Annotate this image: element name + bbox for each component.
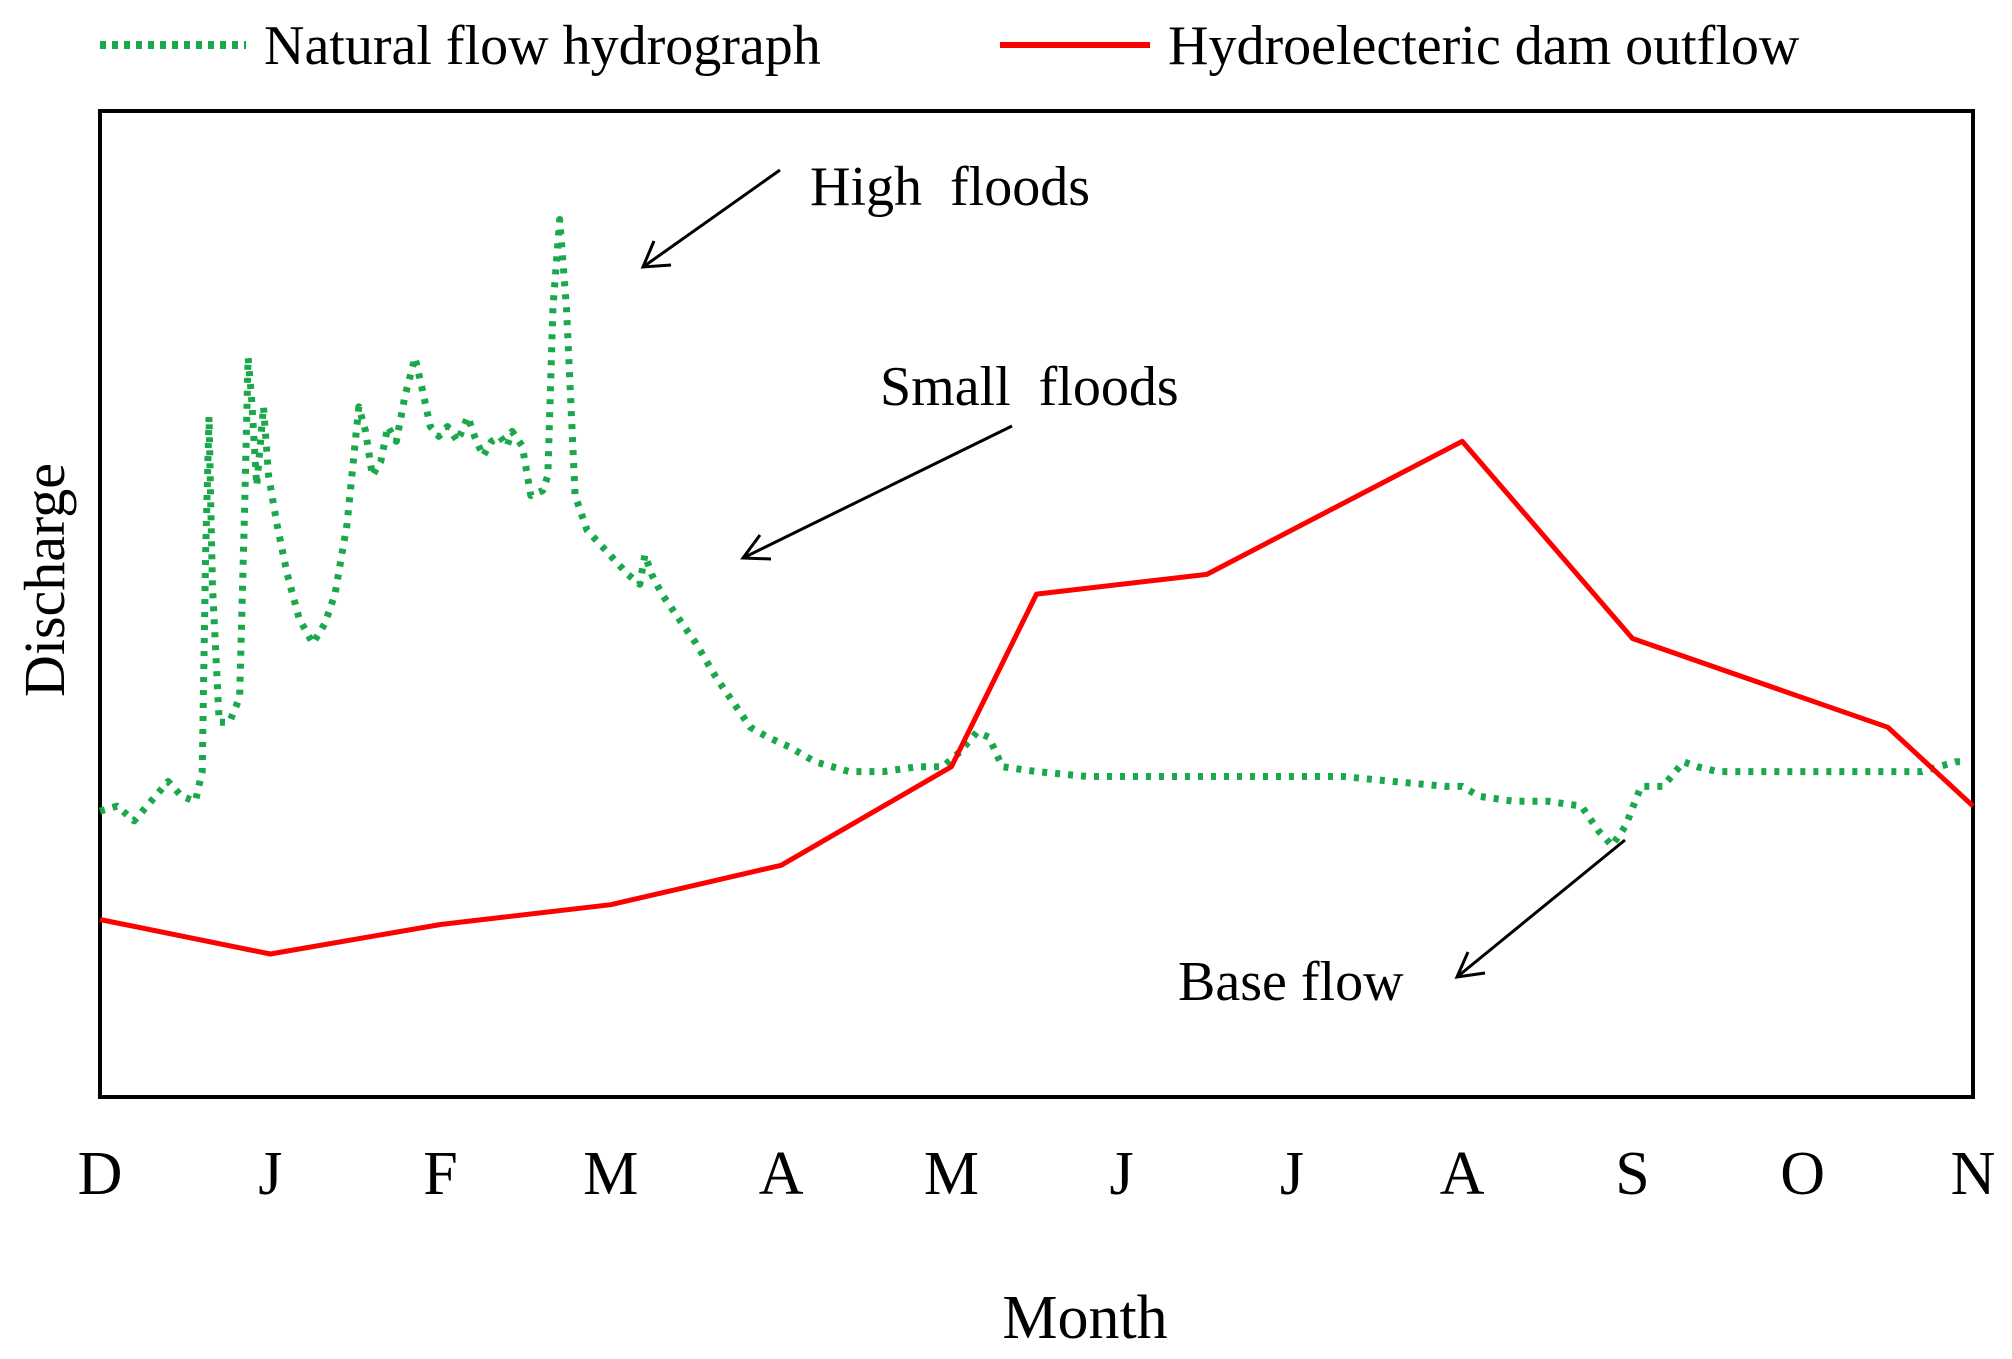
annotations: High floods Small floods Base flow [640, 156, 1626, 1013]
x-tick-label: J [1280, 1140, 1304, 1208]
annotation-small-floods-arrow [742, 424, 1013, 560]
x-tick-label: M [924, 1140, 979, 1208]
x-tick-label: A [759, 1140, 804, 1208]
legend-natural-flow-label: Natural flow hydrograph [264, 15, 821, 77]
x-tick-label: O [1780, 1140, 1825, 1208]
legend-dam-outflow-label: Hydroelecteric dam outflow [1168, 15, 1800, 77]
x-tick-label: F [423, 1140, 457, 1208]
plot-frame [98, 109, 1975, 1099]
x-tick-label: J [258, 1140, 282, 1208]
dam-outflow-line [99, 438, 1975, 957]
x-tick-label: M [583, 1140, 638, 1208]
x-tick-label: D [78, 1140, 123, 1208]
natural-flow-line [99, 216, 1968, 850]
annotation-base-flow: Base flow [1178, 951, 1404, 1013]
x-axis-title: Month [1002, 1284, 1167, 1352]
annotation-high-floods-arrow [642, 168, 781, 269]
x-tick-label: S [1615, 1140, 1649, 1208]
y-axis-title: Discharge [12, 463, 77, 697]
annotation-base-flow-arrow [1456, 838, 1626, 979]
annotation-small-floods: Small floods [880, 356, 1179, 418]
x-tick-label: N [1951, 1140, 1996, 1208]
annotation-high-floods-arrowhead [640, 240, 672, 269]
annotation-base-flow-arrowhead [1454, 951, 1486, 979]
annotation-small-floods-arrowhead [740, 534, 772, 561]
x-tick-label: J [1110, 1140, 1134, 1208]
series-group [99, 216, 1975, 957]
annotation-high-floods: High floods [810, 156, 1090, 218]
x-tick-label: A [1440, 1140, 1485, 1208]
legend: Natural flow hydrograph Hydroelecteric d… [100, 15, 1800, 77]
